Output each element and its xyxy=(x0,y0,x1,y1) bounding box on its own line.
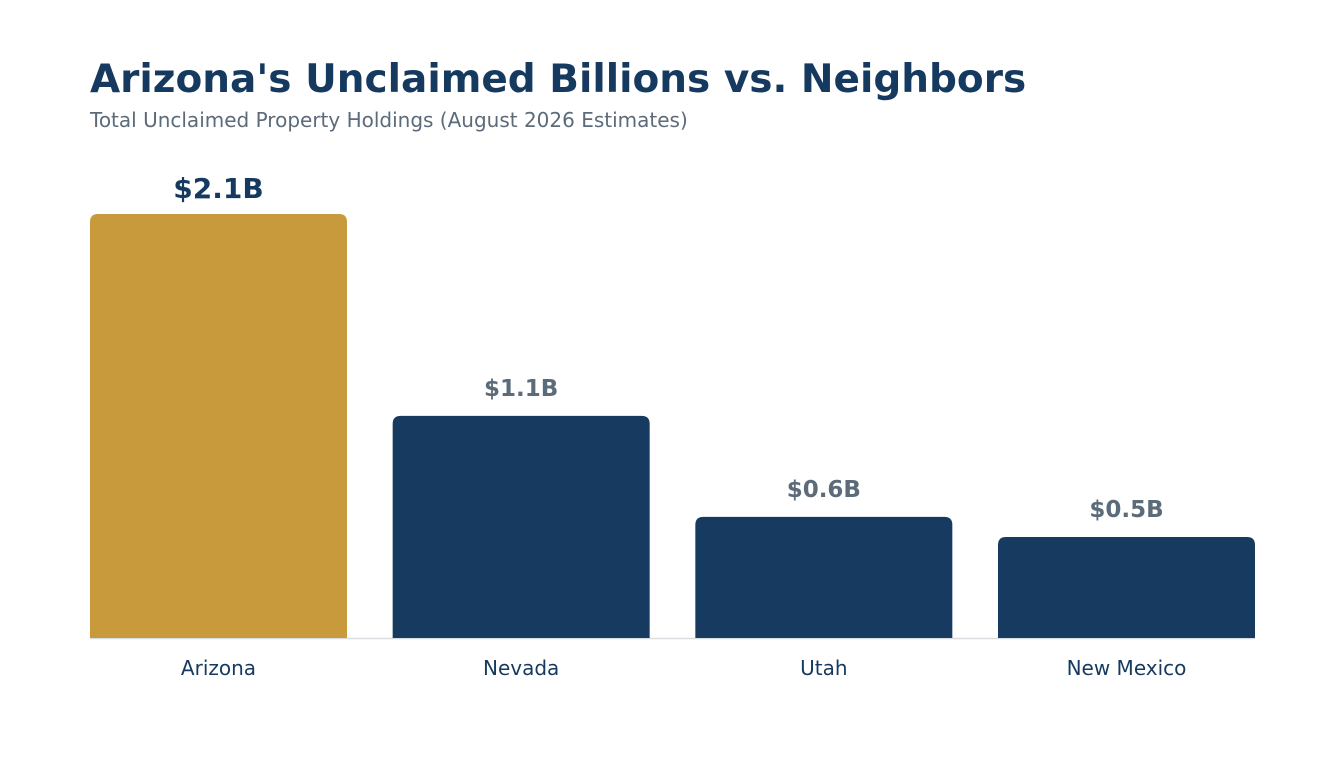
category-label-nevada: Nevada xyxy=(483,656,559,680)
bar-utah xyxy=(695,516,953,638)
bar-arizona xyxy=(90,214,347,638)
category-label-new-mexico: New Mexico xyxy=(1067,656,1187,680)
value-label-utah: $0.6B xyxy=(787,477,861,503)
chart-title: Arizona's Unclaimed Billions vs. Neighbo… xyxy=(90,57,1027,102)
value-labels-group: $2.1B $1.1B $0.6B $0.5B xyxy=(173,172,1163,523)
value-label-arizona: $2.1B xyxy=(173,172,263,205)
chart-subtitle: Total Unclaimed Property Holdings (Augus… xyxy=(90,108,688,132)
category-label-arizona: Arizona xyxy=(181,656,256,680)
bar-nevada xyxy=(392,415,650,638)
category-label-utah: Utah xyxy=(800,656,847,680)
value-label-new-mexico: $0.5B xyxy=(1089,497,1163,523)
bar-new-mexico xyxy=(998,537,1255,638)
bars-group xyxy=(90,214,1255,638)
category-labels-group: Arizona Nevada Utah New Mexico xyxy=(181,656,1186,680)
value-label-nevada: $1.1B xyxy=(484,376,558,402)
